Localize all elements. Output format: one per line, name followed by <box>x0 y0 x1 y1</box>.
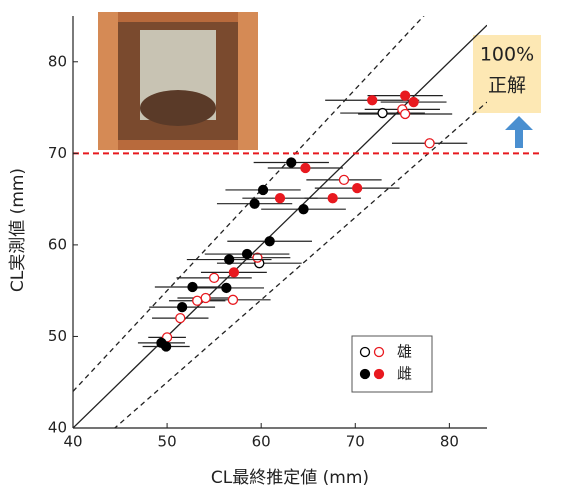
point <box>178 303 187 312</box>
legend-marker <box>361 370 370 379</box>
x-tick-label: 80 <box>440 433 459 451</box>
point <box>287 158 296 167</box>
point <box>193 296 202 305</box>
point <box>210 273 219 282</box>
point <box>276 194 285 203</box>
y-tick-label: 50 <box>48 327 67 345</box>
y-tick-label: 80 <box>48 52 67 70</box>
y-tick-label: 40 <box>48 419 67 437</box>
point <box>176 314 185 323</box>
point <box>301 163 310 172</box>
point <box>328 194 337 203</box>
x-axis-label: CL最終推定値 (mm) <box>211 468 369 488</box>
legend-label: 雌 <box>397 365 412 383</box>
chart: 100% 正解 CL最終推定値 (mm) CL実測値 (mm) 40 50 60 70… <box>0 0 574 490</box>
x-tick-label: 70 <box>346 433 365 451</box>
point <box>201 293 210 302</box>
x-tick-label: 60 <box>252 433 271 451</box>
y-tick-label: 70 <box>48 144 67 162</box>
legend <box>352 336 432 392</box>
legend-marker <box>375 370 384 379</box>
y-axis-label: CL実測値 (mm) <box>8 168 28 292</box>
point <box>229 268 238 277</box>
point <box>162 342 171 351</box>
legend-marker <box>375 348 384 357</box>
point <box>425 139 434 148</box>
x-tick-label: 50 <box>158 433 177 451</box>
arrow <box>505 116 533 148</box>
point <box>250 199 259 208</box>
point <box>265 237 274 246</box>
reference-line <box>73 102 487 465</box>
point <box>188 283 197 292</box>
point <box>339 175 348 184</box>
point <box>401 109 410 118</box>
point <box>378 109 387 118</box>
photo <box>98 12 258 150</box>
point <box>228 295 237 304</box>
point <box>299 205 308 214</box>
point <box>222 283 231 292</box>
point <box>401 91 410 100</box>
point <box>243 250 252 259</box>
point <box>368 96 377 105</box>
point <box>409 98 418 107</box>
annotation-line: 正解 <box>488 75 526 97</box>
legend-marker <box>361 348 370 357</box>
y-tick-label: 60 <box>48 235 67 253</box>
annotation-line: 100% <box>480 44 534 66</box>
point <box>259 185 268 194</box>
point <box>353 184 362 193</box>
point <box>225 255 234 264</box>
legend-label: 雄 <box>397 343 412 361</box>
